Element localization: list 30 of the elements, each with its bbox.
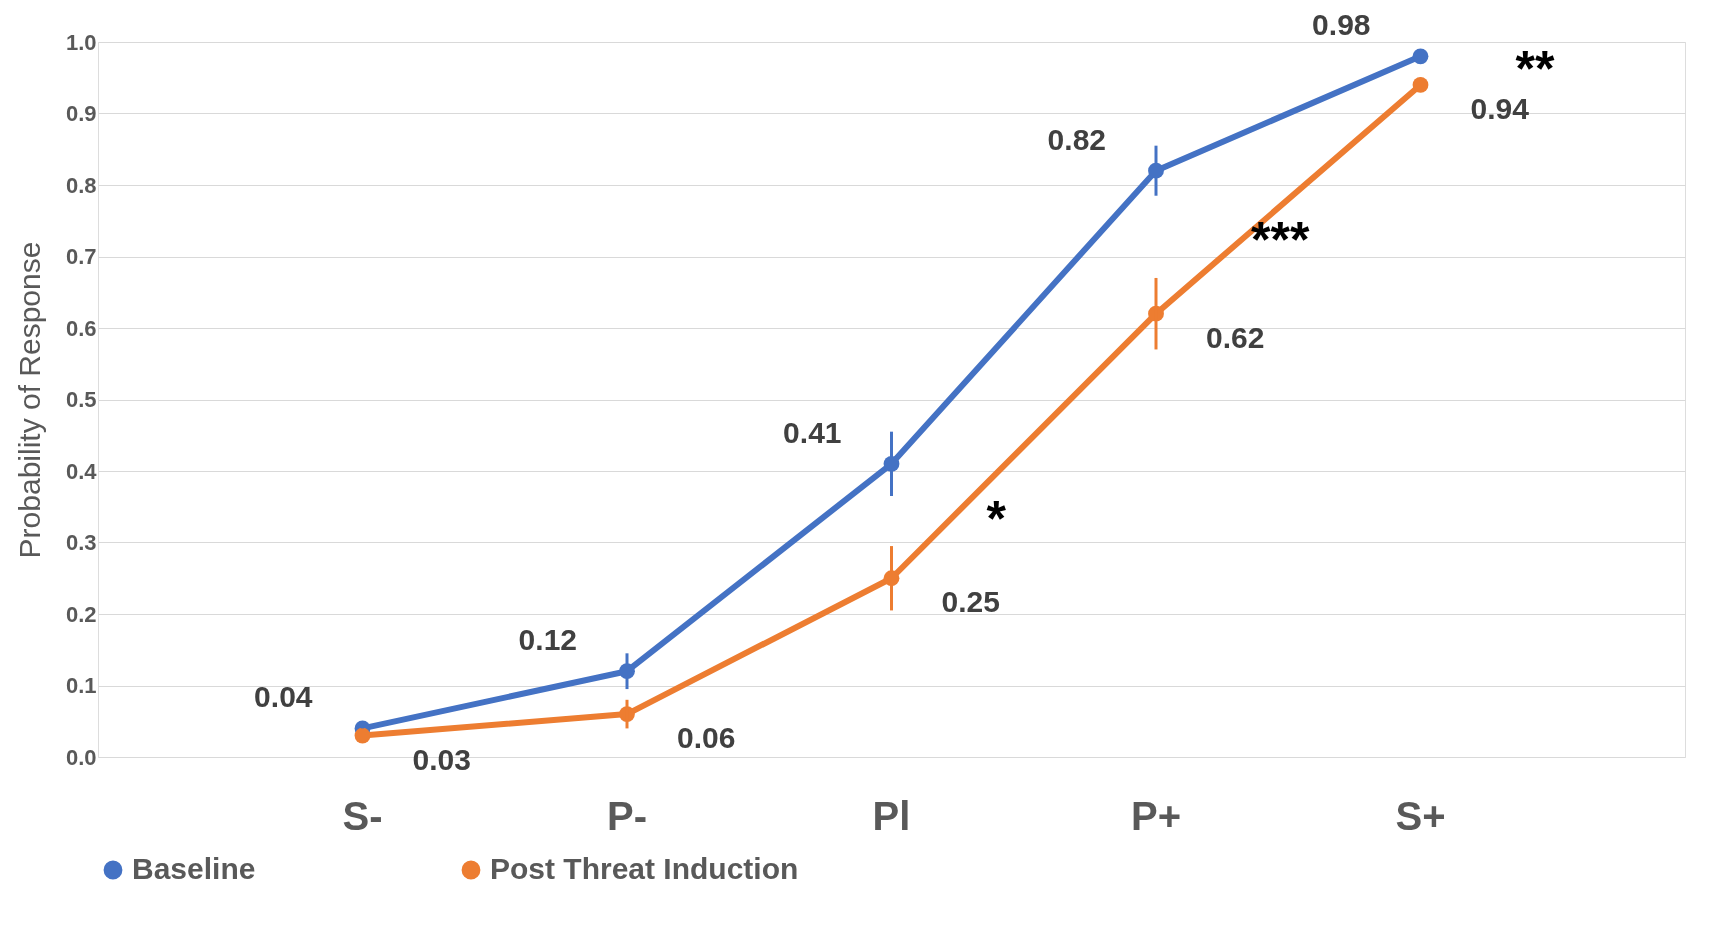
annotation: *** xyxy=(1251,212,1310,269)
annotation: * xyxy=(986,491,1007,548)
y-tick-label: 0.1 xyxy=(65,673,97,698)
data-label: 0.62 xyxy=(1206,320,1265,354)
data-label: 0.25 xyxy=(941,585,1000,619)
data-label: 0.98 xyxy=(1312,8,1371,42)
legend-label: Baseline xyxy=(132,852,256,885)
x-tick-label: P+ xyxy=(1130,793,1182,838)
y-tick-label: 0.7 xyxy=(65,244,97,269)
data-label: 0.06 xyxy=(677,721,736,755)
x-tick-label: S- xyxy=(342,793,383,838)
y-tick-label: 0.2 xyxy=(65,601,97,627)
x-tick-label: P- xyxy=(607,793,647,838)
y-tick-label: 0.8 xyxy=(65,172,97,198)
y-tick-label: 0.9 xyxy=(65,101,97,126)
y-tick-label: 1.0 xyxy=(65,29,97,55)
y-tick-label: 0.4 xyxy=(65,458,98,484)
data-label: 0.82 xyxy=(1047,122,1106,156)
y-tick-label: 0.6 xyxy=(65,315,97,341)
x-tick-label: S+ xyxy=(1395,793,1446,838)
y-axis-title: Probability of Response xyxy=(12,241,46,559)
data-label: 0.03 xyxy=(412,742,471,776)
data-label: 0.04 xyxy=(254,680,313,714)
x-tick-label: Pl xyxy=(872,793,911,838)
y-tick-label: 0.5 xyxy=(65,387,97,412)
y-tick-label: 0.3 xyxy=(65,530,97,555)
y-tick-label: 0.0 xyxy=(65,744,97,770)
data-label: 0.12 xyxy=(518,623,577,657)
data-label: 0.41 xyxy=(783,415,842,449)
legend-label: Post Threat Induction xyxy=(490,852,799,885)
